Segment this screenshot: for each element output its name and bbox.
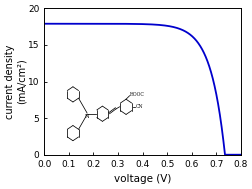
X-axis label: voltage (V): voltage (V) — [113, 174, 171, 184]
Y-axis label: current density
(mA/cm²): current density (mA/cm²) — [5, 44, 26, 119]
